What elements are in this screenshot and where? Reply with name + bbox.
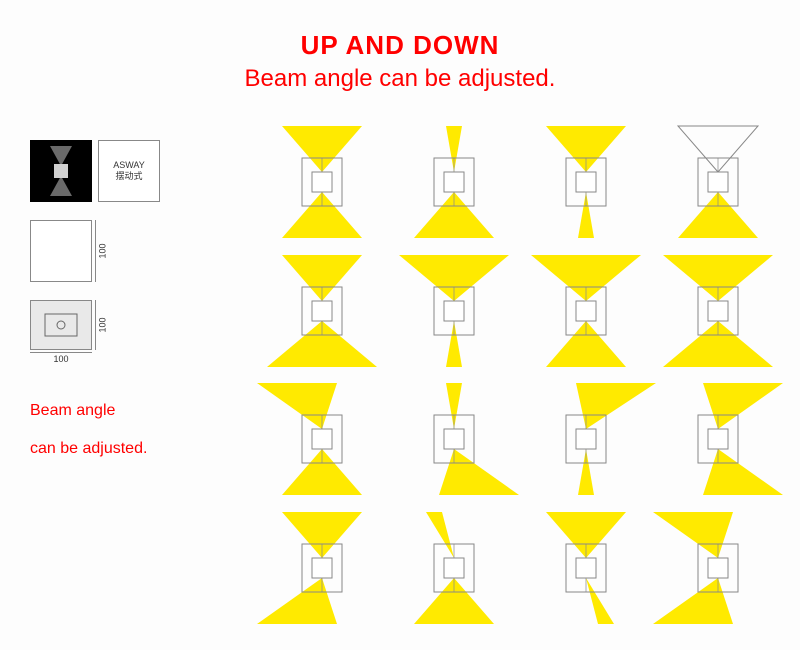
beam-cell (392, 249, 516, 374)
dim-vert-value: 100 (98, 243, 108, 258)
beam-cell (524, 506, 648, 631)
beam-cell (656, 120, 780, 245)
left-caption: Beam angle can be adjusted. (30, 392, 230, 469)
title-line2: Beam angle can be adjusted. (0, 65, 800, 93)
beam-cell (524, 377, 648, 502)
asway-label: ASWAY (113, 160, 145, 171)
left-caption-2: can be adjusted. (30, 430, 230, 468)
beam-cell (656, 249, 780, 374)
beam-cell (524, 120, 648, 245)
beam-cell (656, 377, 780, 502)
beam-cell (656, 506, 780, 631)
tech-box (30, 300, 92, 350)
beam-cell (260, 506, 384, 631)
dim-front-box (30, 220, 92, 282)
dim-side-vert: 100 (95, 300, 109, 350)
product-photo-icon (30, 140, 92, 202)
beam-cell (392, 506, 516, 631)
asway-box: ASWAY 摆动式 (98, 140, 160, 202)
dimension-front: 100 (30, 220, 230, 282)
dim-side-horiz-value: 100 (53, 354, 68, 364)
dimension-side: 100 100 (30, 300, 230, 364)
title-line1: UP AND DOWN (0, 30, 800, 61)
left-column: ASWAY 摆动式 100 100 100 Beam angle can (30, 140, 230, 469)
dim-vert-mark: 100 (95, 220, 109, 282)
beam-cell (524, 249, 648, 374)
beam-cell (392, 377, 516, 502)
beam-grid (260, 120, 780, 630)
legend-row: ASWAY 摆动式 (30, 140, 230, 202)
beam-cell (260, 377, 384, 502)
beam-cell (260, 249, 384, 374)
beam-cell (392, 120, 516, 245)
beam-cell (260, 120, 384, 245)
dim-side-horiz: 100 (30, 352, 92, 364)
asway-cn: 摆动式 (115, 171, 142, 182)
title-block: UP AND DOWN Beam angle can be adjusted. (0, 30, 800, 93)
dim-side-vert-value: 100 (98, 317, 108, 332)
left-caption-1: Beam angle (30, 392, 230, 430)
